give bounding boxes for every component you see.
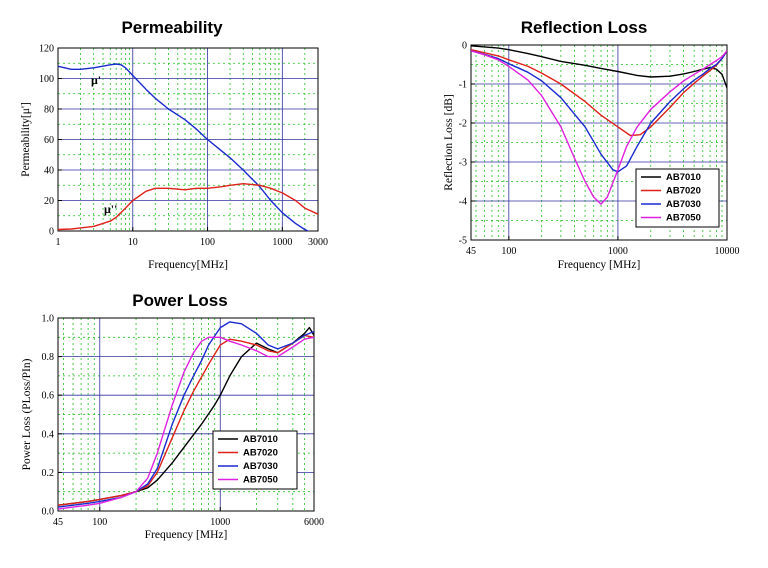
legend: AB7010 AB7020 AB7030 AB7050 [635, 168, 720, 228]
y-tick-label: 120 [39, 44, 54, 55]
x-tick-label: 10000 [715, 246, 740, 257]
series-line-ab7010 [471, 45, 727, 89]
series-line-ab7050 [471, 50, 727, 205]
y-tick-label: 40 [44, 166, 54, 177]
x-axis-label: Frequency [MHz] [558, 259, 641, 271]
y-axis-label: Power Loss (PLoss/PIn) [21, 358, 33, 470]
chart-title: Power Loss [132, 291, 227, 310]
x-axis-label: Frequency [MHz] [145, 529, 228, 541]
annotation-mu-prime: μ' [91, 73, 101, 87]
y-tick-label: 0.0 [42, 507, 55, 518]
series-group [471, 45, 727, 205]
y-tick-label: 0 [462, 41, 467, 52]
y-tick-label: -4 [459, 197, 467, 208]
series-group [58, 321, 314, 510]
y-axis-label: Permeability[μ'] [20, 102, 32, 177]
y-tick-label: 0 [49, 227, 54, 238]
y-tick-label: 0.8 [42, 352, 55, 363]
y-tick-label: -5 [459, 236, 467, 247]
legend-label-ab7020: AB7020 [666, 186, 701, 197]
series-line-ab7050 [58, 336, 314, 510]
y-tick-label: -3 [459, 158, 467, 169]
y-tick-label: 0.2 [42, 468, 55, 479]
chart-title: Reflection Loss [521, 18, 648, 37]
chart-panel-2: Power Loss 45 100 1000 6000 0.0 0.2 0.4 0.6 0.8 1.… [21, 291, 324, 541]
x-tick-label: 1 [56, 237, 61, 248]
y-axis-label: Reflection Loss [dB] [443, 94, 455, 190]
y-tick-label: -1 [459, 80, 467, 91]
plot-frame [470, 44, 728, 241]
legend-label-ab7010: AB7010 [666, 172, 701, 183]
y-tick-label: 1.0 [42, 314, 55, 325]
legend-label-ab7030: AB7030 [243, 461, 278, 472]
x-tick-label: 1000 [608, 246, 628, 257]
series-line-ab7020 [471, 49, 727, 137]
legend: AB7010 AB7020 AB7030 AB7050 [212, 430, 298, 490]
x-tick-label: 3000 [308, 237, 328, 248]
y-tick-label: 60 [44, 135, 54, 146]
legend-label-ab7050: AB7050 [666, 213, 701, 224]
x-tick-label: 1000 [272, 237, 292, 248]
x-tick-label: 100 [92, 517, 107, 528]
x-tick-label: 100 [501, 246, 516, 257]
legend-label-ab7020: AB7020 [243, 448, 278, 459]
series-line-ab7020 [58, 334, 314, 506]
y-tick-label: -2 [459, 119, 467, 130]
y-tick-label: 20 [44, 196, 54, 207]
series-line-mu-double-prime [58, 183, 318, 231]
annotation-mu-double-prime: μ'' [104, 202, 117, 216]
y-tick-label: 0.6 [42, 391, 55, 402]
x-tick-label: 45 [53, 517, 63, 528]
chart-panel-1: Reflection Loss 45 100 1000 10000 0 -1 -2 -3 -4 -5… [443, 18, 740, 271]
chart-panel-0: Permeability 1 10 100 1000 3000 0 20 40 60 80 100 12… [20, 18, 328, 271]
x-tick-label: 1000 [210, 517, 230, 528]
x-tick-label: 6000 [304, 517, 324, 528]
legend-label-ab7030: AB7030 [666, 199, 701, 210]
x-axis-label: Frequency[MHz] [148, 259, 228, 271]
series-line-ab7030 [471, 50, 727, 173]
x-tick-label: 45 [466, 246, 476, 257]
legend-label-ab7010: AB7010 [243, 434, 278, 445]
series-line-ab7030 [58, 321, 314, 508]
chart-title: Permeability [121, 18, 223, 37]
x-tick-label: 10 [128, 237, 138, 248]
x-tick-label: 100 [200, 237, 215, 248]
y-tick-label: 80 [44, 105, 54, 116]
legend-label-ab7050: AB7050 [243, 475, 278, 486]
plot-frame [57, 317, 315, 512]
y-tick-label: 100 [39, 74, 54, 85]
series-group [58, 63, 318, 231]
series-line-mu-prime [58, 63, 310, 231]
y-tick-label: 0.4 [42, 429, 55, 440]
